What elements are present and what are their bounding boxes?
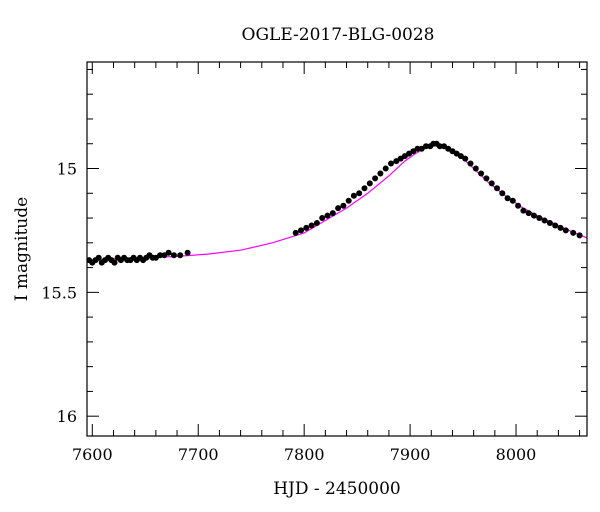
data-point (366, 180, 373, 187)
data-point (356, 190, 363, 197)
data-point (372, 175, 379, 182)
model-curve-line (87, 144, 587, 261)
x-tick-label: 7700 (178, 445, 219, 464)
data-point (467, 160, 474, 167)
data-point (184, 249, 191, 256)
chart-title: OGLE-2017-BLG-0028 (242, 25, 435, 45)
data-point (361, 185, 368, 192)
y-tick-label: 16 (57, 407, 77, 426)
data-point (382, 165, 389, 172)
data-point (345, 197, 352, 204)
data-point (472, 165, 479, 172)
y-tick-label: 15.5 (41, 283, 77, 302)
data-point (536, 215, 543, 221)
data-point (313, 220, 320, 226)
data-point (494, 185, 500, 192)
data-point (557, 224, 564, 231)
data-point (170, 252, 177, 259)
data-point (478, 170, 485, 177)
data-point (303, 224, 310, 231)
data-point (308, 222, 315, 229)
data-point (570, 229, 577, 236)
data-point (350, 192, 357, 199)
data-points-layer (87, 140, 583, 266)
data-point (292, 229, 299, 236)
data-point (324, 212, 331, 219)
x-tick-label: 8000 (496, 445, 537, 464)
data-point (95, 254, 102, 261)
data-point (552, 222, 559, 229)
data-point (319, 215, 326, 221)
y-tick-labels: 15 15.5 16 (41, 160, 77, 427)
data-point (562, 227, 569, 234)
data-point (298, 227, 304, 234)
data-point (504, 195, 511, 202)
x-tick-labels: 7600 7700 7800 7900 8000 (72, 445, 536, 464)
data-point (576, 232, 583, 239)
data-point (340, 202, 347, 209)
data-point (541, 217, 548, 224)
y-axis-label: I magnitude (12, 197, 32, 301)
data-point (423, 143, 429, 150)
data-point (531, 212, 537, 219)
data-point (165, 249, 172, 256)
data-point (436, 143, 443, 150)
x-tick-label: 7900 (390, 445, 431, 464)
data-point (483, 175, 490, 182)
data-point (499, 190, 506, 197)
data-point (377, 170, 384, 177)
x-tick-label: 7600 (72, 445, 113, 464)
data-point (525, 210, 532, 217)
data-point (388, 160, 394, 167)
y-tick-label: 15 (57, 160, 77, 179)
data-point (157, 252, 164, 259)
axis-ticks (87, 62, 587, 436)
data-point (520, 207, 527, 214)
data-point (111, 259, 118, 266)
x-tick-label: 7800 (284, 445, 325, 464)
data-point (546, 220, 553, 226)
data-point (414, 145, 421, 152)
data-point (329, 210, 336, 217)
model-curve-layer (87, 144, 587, 261)
x-axis-label: HJD - 2450000 (273, 479, 401, 499)
data-point (509, 197, 516, 204)
data-point (335, 205, 342, 212)
plot-frame (86, 61, 588, 437)
data-point (462, 155, 469, 162)
data-point (488, 180, 495, 187)
data-point (177, 252, 184, 259)
data-point (515, 202, 522, 209)
